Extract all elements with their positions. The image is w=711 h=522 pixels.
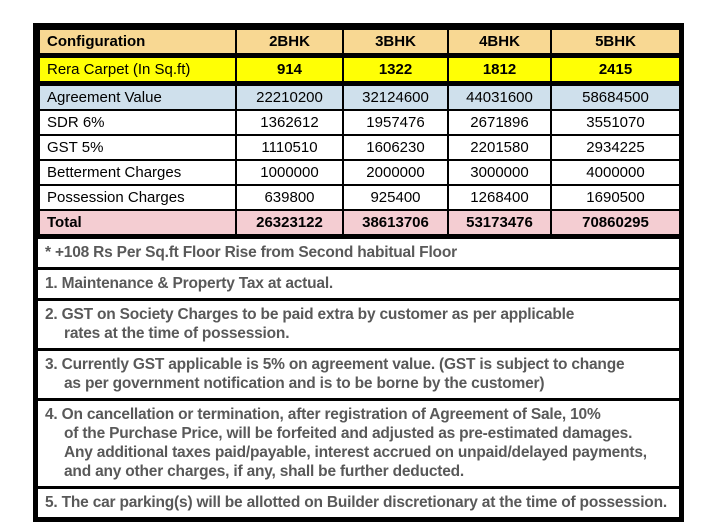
value-cell: 1268400 [447,184,552,211]
table-row-possession-charges: Possession Charges 639800 925400 1268400 169… [38,184,681,211]
note-note-1: 1. Maintenance & Property Tax at actual. [38,267,679,298]
column-header-4bhk: 4BHK [447,28,552,58]
row-label: Agreement Value [38,82,237,111]
row-label: Total [38,209,237,236]
value-cell: 38613706 [342,209,449,236]
note-line: as per government notification and is to… [64,375,545,392]
value-cell: 2934225 [550,134,681,161]
row-label: SDR 6% [38,109,237,136]
configuration-header-cell: Configuration [38,28,237,58]
note-line: Any additional taxes paid/payable, inter… [64,444,647,461]
value-cell: 70860295 [550,209,681,236]
value-cell: 1812 [447,54,552,86]
price-sheet: Configuration 2BHK 3BHK 4BHK 5BHK Rera Carp… [33,23,684,522]
value-cell: 22210200 [235,82,344,111]
table-row-betterment-charges: Betterment Charges 1000000 2000000 3000000 4… [38,159,681,186]
table-row-rera-carpet-in-sq-ft: Rera Carpet (In Sq.ft) 914 1322 1812 2415 [38,54,681,86]
value-cell: 26323122 [235,209,344,236]
row-label: Betterment Charges [38,159,237,186]
column-header-3bhk: 3BHK [342,28,449,58]
note-floor-rise: * +108 Rs Per Sq.ft Floor Rise from Seco… [38,236,679,267]
value-cell: 1690500 [550,184,681,211]
note-note-4: 4. On cancellation or termination, after… [38,398,679,486]
note-note-5: 5. The car parking(s) will be allotted o… [38,486,679,517]
pricing-table-body: Rera Carpet (In Sq.ft) 914 1322 1812 2415 Agr… [38,54,681,236]
table-row-gst-5: GST 5% 1110510 1606230 2201580 2934225 [38,134,681,161]
value-cell: 3551070 [550,109,681,136]
value-cell: 58684500 [550,82,681,111]
value-cell: 4000000 [550,159,681,186]
value-cell: 32124600 [342,82,449,111]
value-cell: 639800 [235,184,344,211]
value-cell: 925400 [342,184,449,211]
note-line: 1. Maintenance & Property Tax at actual. [45,275,334,292]
row-label: GST 5% [38,134,237,161]
value-cell: 1000000 [235,159,344,186]
note-line: rates at the time of possession. [64,325,290,342]
table-row-agreement-value: Agreement Value 22210200 32124600 44031600 5… [38,82,681,111]
note-note-3: 3. Currently GST applicable is 5% on agr… [38,348,679,398]
value-cell: 1606230 [342,134,449,161]
value-cell: 1110510 [235,134,344,161]
table-row-sdr-6: SDR 6% 1362612 1957476 2671896 3551070 [38,109,681,136]
pricing-table: Configuration 2BHK 3BHK 4BHK 5BHK Rera Carp… [38,28,681,236]
row-label: Possession Charges [38,184,237,211]
value-cell: 1957476 [342,109,449,136]
note-line: 2. GST on Society Charges to be paid ext… [45,306,575,323]
value-cell: 2415 [550,54,681,86]
column-header-5bhk: 5BHK [550,28,681,58]
value-cell: 53173476 [447,209,552,236]
table-row-total: Total 26323122 38613706 53173476 70860295 [38,209,681,236]
value-cell: 1322 [342,54,449,86]
value-cell: 914 [235,54,344,86]
value-cell: 2201580 [447,134,552,161]
value-cell: 1362612 [235,109,344,136]
value-cell: 2671896 [447,109,552,136]
notes-section: * +108 Rs Per Sq.ft Floor Rise from Seco… [38,236,679,517]
note-line: * +108 Rs Per Sq.ft Floor Rise from Seco… [45,244,457,261]
column-header-2bhk: 2BHK [235,28,344,58]
row-label: Rera Carpet (In Sq.ft) [38,54,237,86]
note-line: 4. On cancellation or termination, after… [45,406,601,423]
note-line: of the Purchase Price, will be forfeited… [64,425,633,442]
value-cell: 3000000 [447,159,552,186]
value-cell: 44031600 [447,82,552,111]
table-header-row: Configuration 2BHK 3BHK 4BHK 5BHK [38,28,681,58]
note-note-2: 2. GST on Society Charges to be paid ext… [38,298,679,348]
value-cell: 2000000 [342,159,449,186]
note-line: 3. Currently GST applicable is 5% on agr… [45,356,625,373]
note-line: and any other charges, if any, shall be … [64,463,465,480]
